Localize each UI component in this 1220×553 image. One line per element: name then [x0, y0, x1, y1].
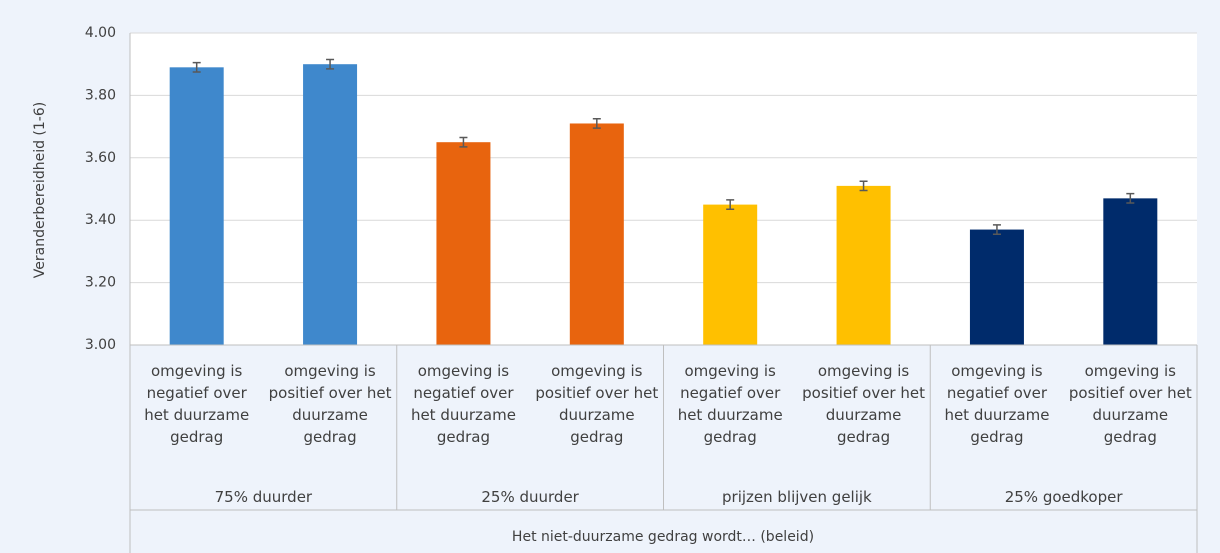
x-tick-label: omgeving is positief over het duurzame g… — [535, 362, 659, 446]
y-tick-label: 3.60 — [85, 150, 116, 166]
bar — [836, 185, 891, 345]
x-axis-label: Het niet-duurzame gedrag wordt… (beleid) — [512, 529, 814, 545]
bar — [703, 204, 758, 345]
y-axis-label: Veranderbereidheid (1-6) — [32, 102, 48, 278]
error-bar — [859, 180, 868, 192]
error-bar — [992, 224, 1001, 235]
group-label: 75% duurder — [214, 488, 313, 506]
bar — [569, 123, 624, 345]
error-bar — [326, 58, 335, 70]
bar — [303, 64, 358, 345]
x-tick-label: omgeving is negatief over het duurzame g… — [944, 362, 1050, 446]
bar — [1103, 198, 1158, 345]
x-tick-label: omgeving is negatief over het duurzame g… — [410, 362, 516, 446]
group-label: 25% goedkoper — [1004, 488, 1123, 506]
error-bar — [459, 136, 468, 148]
error-bar — [592, 118, 601, 129]
bar — [436, 142, 491, 345]
x-tick-label: omgeving is negatief over het duurzame g… — [677, 362, 783, 446]
y-tick-label: 3.20 — [85, 275, 116, 291]
error-bar — [726, 199, 735, 211]
bar — [169, 67, 224, 345]
y-tick-label: 4.00 — [85, 25, 116, 41]
x-tick-label: omgeving is positief over het duurzame g… — [268, 362, 392, 446]
x-tick-label: omgeving is negatief over het duurzame g… — [144, 362, 250, 446]
y-tick-label: 3.40 — [85, 212, 116, 228]
error-bar — [1126, 192, 1135, 204]
group-label: prijzen blijven gelijk — [722, 488, 872, 506]
group-label: 25% duurder — [481, 488, 579, 506]
plot-area — [130, 33, 1197, 345]
y-tick-label: 3.00 — [85, 337, 116, 353]
x-tick-label: omgeving is positief over het duurzame g… — [802, 362, 925, 446]
x-tick-label: omgeving is positief over het duurzame g… — [1068, 362, 1192, 446]
error-bar — [192, 61, 201, 73]
y-tick-label: 3.80 — [85, 87, 116, 103]
bar — [969, 229, 1024, 345]
